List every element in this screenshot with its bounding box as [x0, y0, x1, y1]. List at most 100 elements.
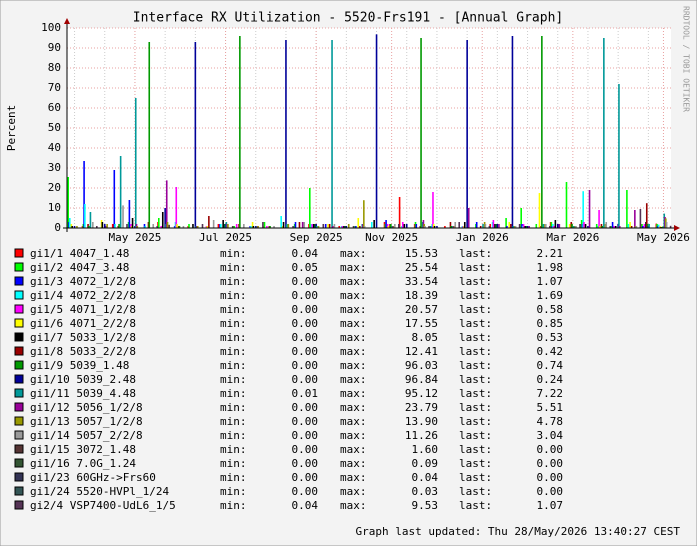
stat-value: 5.51 — [537, 401, 564, 414]
stat-label: last: — [459, 247, 492, 260]
stat-label: min: — [220, 331, 247, 344]
x-tick-label: Nov 2025 — [365, 231, 418, 244]
stat-label: min: — [220, 401, 247, 414]
legend: gi1/1 4047_1.48 min: 0.04 max: 15.53 last: 2.2… — [14, 247, 564, 512]
stat-label: min: — [220, 275, 247, 288]
legend-swatch — [14, 332, 24, 342]
stat-value: 23.79 — [405, 401, 438, 414]
stat-value: 11.26 — [405, 429, 438, 442]
y-tick-label: 80 — [48, 61, 61, 74]
stat-label: min: — [220, 387, 247, 400]
stat-label: max: — [340, 303, 367, 316]
stat-label: min: — [220, 457, 247, 470]
stat-label: last: — [459, 443, 492, 456]
stat-label: min: — [220, 359, 247, 372]
stat-label: min: — [220, 303, 247, 316]
stat-label: last: — [459, 415, 492, 428]
stat-value: 9.53 — [412, 499, 439, 512]
stat-label: min: — [220, 261, 247, 274]
legend-label: gi1/4 4072_2/2/8 — [30, 289, 136, 302]
stat-label: last: — [459, 387, 492, 400]
stat-label: last: — [459, 289, 492, 302]
stat-label: max: — [340, 429, 367, 442]
legend-label: gi1/1 4047_1.48 — [30, 247, 129, 260]
stat-value: 0.00 — [292, 429, 319, 442]
stat-value: 18.39 — [405, 289, 438, 302]
y-tick-label: 50 — [48, 121, 61, 134]
legend-label: gi1/5 4071_1/2/8 — [30, 303, 136, 316]
stat-label: max: — [340, 359, 367, 372]
stat-value: 0.00 — [292, 373, 319, 386]
stat-value: 0.05 — [292, 261, 319, 274]
legend-label: gi2/4 VSP7400-UdL6_1/5 — [30, 499, 176, 512]
x-tick-label: May 2026 — [637, 231, 690, 244]
stat-label: min: — [220, 443, 247, 456]
legend-swatch — [14, 416, 24, 426]
stat-value: 0.04 — [292, 247, 319, 260]
stat-value: 3.04 — [537, 429, 564, 442]
stat-value: 0.00 — [292, 317, 319, 330]
axis-arrow — [64, 18, 70, 24]
stat-value: 0.00 — [537, 485, 564, 498]
stat-value: 0.00 — [292, 471, 319, 484]
stat-value: 0.00 — [292, 485, 319, 498]
stat-label: min: — [220, 373, 247, 386]
stat-value: 0.42 — [537, 345, 564, 358]
legend-label: gi1/14 5057_2/2/8 — [30, 429, 143, 442]
stat-label: max: — [340, 471, 367, 484]
stat-label: max: — [340, 247, 367, 260]
legend-label: gi1/9 5039_1.48 — [30, 359, 129, 372]
plot-area — [67, 28, 671, 228]
stat-value: 0.00 — [292, 303, 319, 316]
stat-value: 1.69 — [537, 289, 564, 302]
stat-label: max: — [340, 261, 367, 274]
grid: 0 10 20 30 40 50 60 70 80 90 100 May 2025 Jul 2025 Se… — [41, 21, 690, 244]
stat-value: 0.04 — [292, 499, 319, 512]
y-tick-label: 30 — [48, 161, 61, 174]
stat-label: min: — [220, 317, 247, 330]
legend-swatch — [14, 290, 24, 300]
axis-arrow — [674, 225, 680, 231]
legend-label: gi1/8 5033_2/2/8 — [30, 345, 136, 358]
legend-label: gi1/24 5520-HVPl_1/24 — [30, 485, 169, 498]
x-tick-label: Mar 2026 — [546, 231, 599, 244]
stat-value: 1.07 — [537, 275, 564, 288]
stat-value: 20.57 — [405, 303, 438, 316]
y-tick-label: 40 — [48, 141, 61, 154]
legend-label: gi1/13 5057_1/2/8 — [30, 415, 143, 428]
stat-value: 0.00 — [292, 275, 319, 288]
stat-value: 0.53 — [537, 331, 564, 344]
stat-value: 0.00 — [292, 443, 319, 456]
stat-value: 0.00 — [292, 401, 319, 414]
stat-label: max: — [340, 331, 367, 344]
legend-label: gi1/6 4071_2/2/8 — [30, 317, 136, 330]
stat-value: 0.24 — [537, 373, 564, 386]
stat-value: 1.98 — [537, 261, 564, 274]
stat-label: last: — [459, 373, 492, 386]
stat-label: min: — [220, 415, 247, 428]
stat-value: 0.00 — [292, 289, 319, 302]
footer: Graph last updated: Thu 28/May/2026 13:4… — [355, 525, 680, 538]
stat-label: max: — [340, 275, 367, 288]
stat-value: 0.03 — [412, 485, 439, 498]
stat-label: last: — [459, 359, 492, 372]
stat-label: last: — [459, 485, 492, 498]
stat-value: 0.74 — [537, 359, 564, 372]
legend-swatch — [14, 500, 24, 510]
stat-label: last: — [459, 275, 492, 288]
stat-label: last: — [459, 261, 492, 274]
legend-swatch — [14, 318, 24, 328]
legend-swatch — [14, 402, 24, 412]
stat-value: 0.04 — [412, 471, 439, 484]
stat-value: 0.58 — [537, 303, 564, 316]
stat-label: last: — [459, 499, 492, 512]
y-tick-label: 100 — [41, 21, 61, 34]
stat-value: 4.78 — [537, 415, 564, 428]
stat-label: max: — [340, 485, 367, 498]
stat-value: 0.85 — [537, 317, 564, 330]
stat-label: max: — [340, 457, 367, 470]
stat-label: max: — [340, 373, 367, 386]
y-tick-label: 70 — [48, 81, 61, 94]
legend-swatch — [14, 444, 24, 454]
stat-label: last: — [459, 471, 492, 484]
